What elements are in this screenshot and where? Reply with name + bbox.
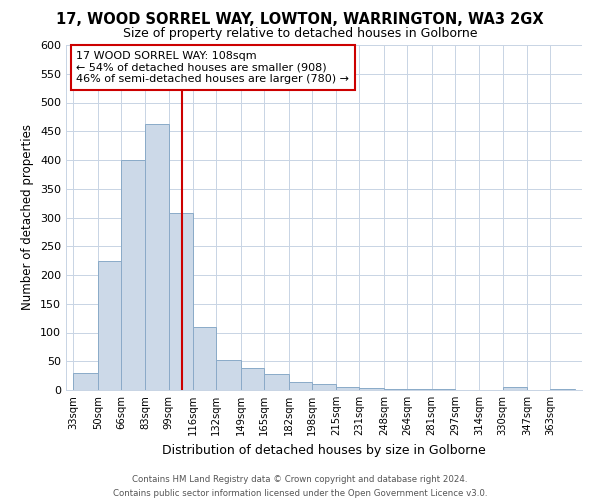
Y-axis label: Number of detached properties: Number of detached properties — [22, 124, 34, 310]
Text: Size of property relative to detached houses in Golborne: Size of property relative to detached ho… — [123, 28, 477, 40]
Text: Contains HM Land Registry data © Crown copyright and database right 2024.
Contai: Contains HM Land Registry data © Crown c… — [113, 476, 487, 498]
Bar — [503, 387, 527, 390]
Bar — [359, 388, 384, 390]
X-axis label: Distribution of detached houses by size in Golborne: Distribution of detached houses by size … — [162, 444, 486, 456]
Bar — [384, 389, 407, 390]
Bar — [312, 384, 336, 390]
Bar — [407, 389, 431, 390]
Bar — [289, 382, 312, 390]
Text: 17, WOOD SORREL WAY, LOWTON, WARRINGTON, WA3 2GX: 17, WOOD SORREL WAY, LOWTON, WARRINGTON,… — [56, 12, 544, 28]
Bar — [73, 373, 98, 390]
Bar — [121, 160, 145, 390]
Bar — [217, 360, 241, 390]
Bar — [241, 368, 264, 390]
Bar — [98, 260, 121, 390]
Bar — [169, 213, 193, 390]
Bar — [264, 374, 289, 390]
Bar — [336, 387, 359, 390]
Bar — [145, 124, 169, 390]
Bar — [193, 327, 217, 390]
Text: 17 WOOD SORREL WAY: 108sqm
← 54% of detached houses are smaller (908)
46% of sem: 17 WOOD SORREL WAY: 108sqm ← 54% of deta… — [76, 51, 349, 84]
